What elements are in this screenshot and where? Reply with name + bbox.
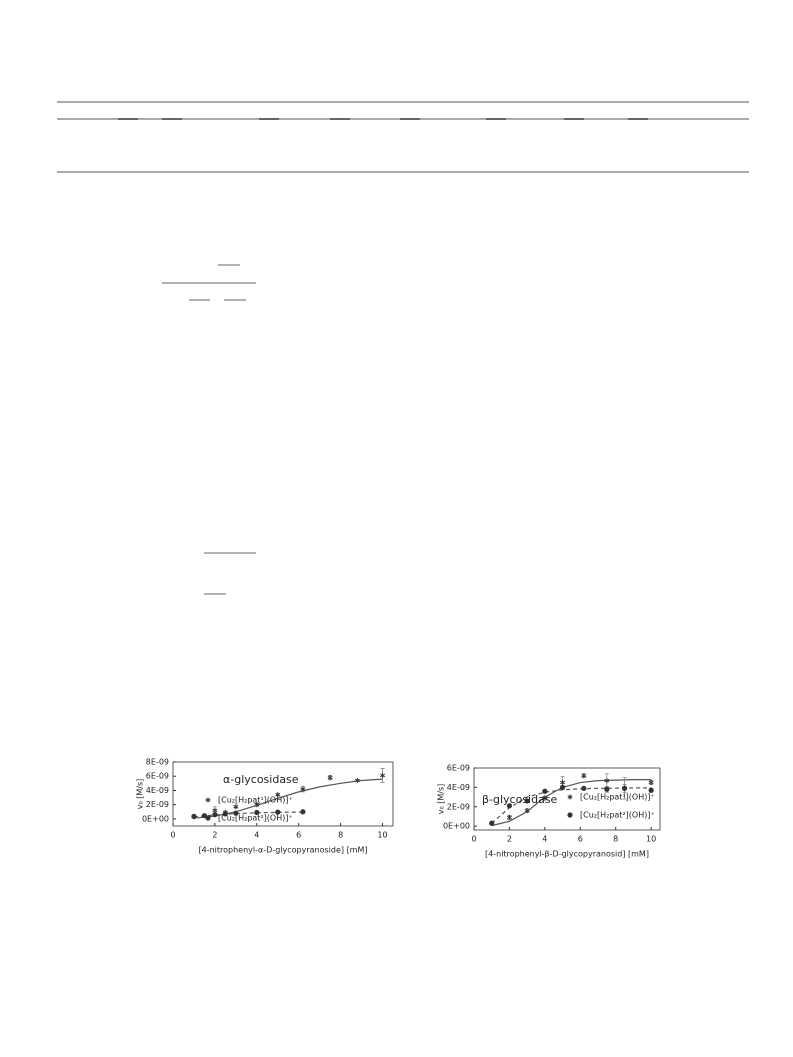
- plot-frame: [172, 761, 394, 827]
- circle-marker: [275, 809, 281, 815]
- star-marker: [524, 808, 530, 814]
- star-marker: [254, 802, 260, 808]
- circle-marker: [191, 813, 197, 820]
- y-axis-label: v₀ [M/s]: [136, 779, 145, 810]
- plot-frame: [473, 767, 661, 831]
- x-tick-label: 4: [254, 831, 259, 840]
- circle-marker: [648, 787, 654, 793]
- y-tick-label: 0E+00: [443, 822, 470, 831]
- legend-label: [Cu₂[H₂pat¹](OH)]⁺: [218, 796, 293, 805]
- x-tick-label: 8: [338, 831, 343, 840]
- x-tick-label: 6: [578, 835, 583, 844]
- annotation: α-glycosidase: [223, 773, 299, 786]
- x-tick-label: 10: [377, 831, 387, 840]
- circle-marker: [542, 788, 548, 794]
- y-tick-label: 4E-09: [447, 783, 470, 792]
- y-tick-label: 4E-09: [146, 786, 169, 795]
- circle-marker: [233, 810, 239, 816]
- x-tick-label: 0: [471, 835, 476, 844]
- x-tick-label: 6: [296, 831, 301, 840]
- star-marker: [233, 804, 239, 810]
- circle-marker: [621, 785, 628, 791]
- circle-marker: [559, 784, 566, 790]
- x-axis-label: [4-nitrophenyl-β-D-glycopyranosid] [mM]: [485, 850, 649, 859]
- x-tick-label: 10: [646, 835, 656, 844]
- legend-label: [Cu₂[H₂pat²](OH)]⁺: [580, 811, 655, 820]
- annotation: β-glycosidase: [482, 793, 558, 806]
- star-marker: [604, 777, 610, 784]
- x-tick-label: 8: [613, 835, 618, 844]
- x-tick-label: 4: [542, 835, 547, 844]
- x-axis-label: [4-nitrophenyl-α-D-glycopyranoside] [mM]: [198, 846, 367, 855]
- x-tick-label: 0: [170, 831, 175, 840]
- fraction-bars: [162, 264, 256, 595]
- circle-marker: [567, 812, 573, 818]
- circle-marker: [506, 803, 513, 809]
- star-marker: [205, 797, 211, 803]
- star-marker: [648, 779, 654, 786]
- y-tick-label: 8E-09: [146, 758, 169, 767]
- legend-label: [Cu₂[H₂pat²](OH)]⁺: [218, 814, 293, 823]
- circle-marker: [222, 811, 228, 817]
- star-marker: [560, 779, 566, 786]
- circle-marker: [254, 809, 260, 816]
- y-tick-label: 6E-09: [447, 764, 470, 773]
- y-tick-label: 0E+00: [142, 814, 169, 823]
- circle-marker: [524, 798, 530, 804]
- circle-marker: [300, 809, 306, 815]
- chart: 0 2 4 6 8 10 0E+00 2E-09 4E-09 6E-09 [4-nitropheny…: [437, 764, 661, 859]
- y-axis-label: v₀ [M/s]: [437, 784, 446, 815]
- y-tick-label: 6E-09: [146, 772, 169, 781]
- star-marker: [380, 772, 386, 779]
- y-tick-label: 2E-09: [447, 802, 470, 811]
- star-marker: [581, 773, 587, 779]
- circle-marker: [581, 785, 587, 791]
- fit-line: [193, 811, 303, 818]
- star-marker: [275, 792, 281, 798]
- circle-marker: [205, 815, 211, 821]
- x-tick-label: 2: [507, 835, 512, 844]
- star-marker: [327, 775, 333, 781]
- legend-label: [Cu₂[H₂pat¹](OH)]⁺: [580, 793, 655, 802]
- circle-marker: [212, 812, 218, 818]
- chart: 0 2 4 6 8 10 0E+00 2E-09 4E-09 6E-09 8E-09 [4-nitro…: [136, 758, 394, 855]
- star-marker: [506, 814, 512, 821]
- circle-marker: [604, 786, 610, 792]
- star-marker: [567, 794, 573, 800]
- y-tick-label: 2E-09: [146, 800, 169, 809]
- star-marker: [354, 777, 360, 784]
- circle-marker: [489, 820, 495, 826]
- star-marker: [300, 786, 306, 792]
- star-marker: [542, 795, 548, 801]
- x-tick-label: 2: [212, 831, 217, 840]
